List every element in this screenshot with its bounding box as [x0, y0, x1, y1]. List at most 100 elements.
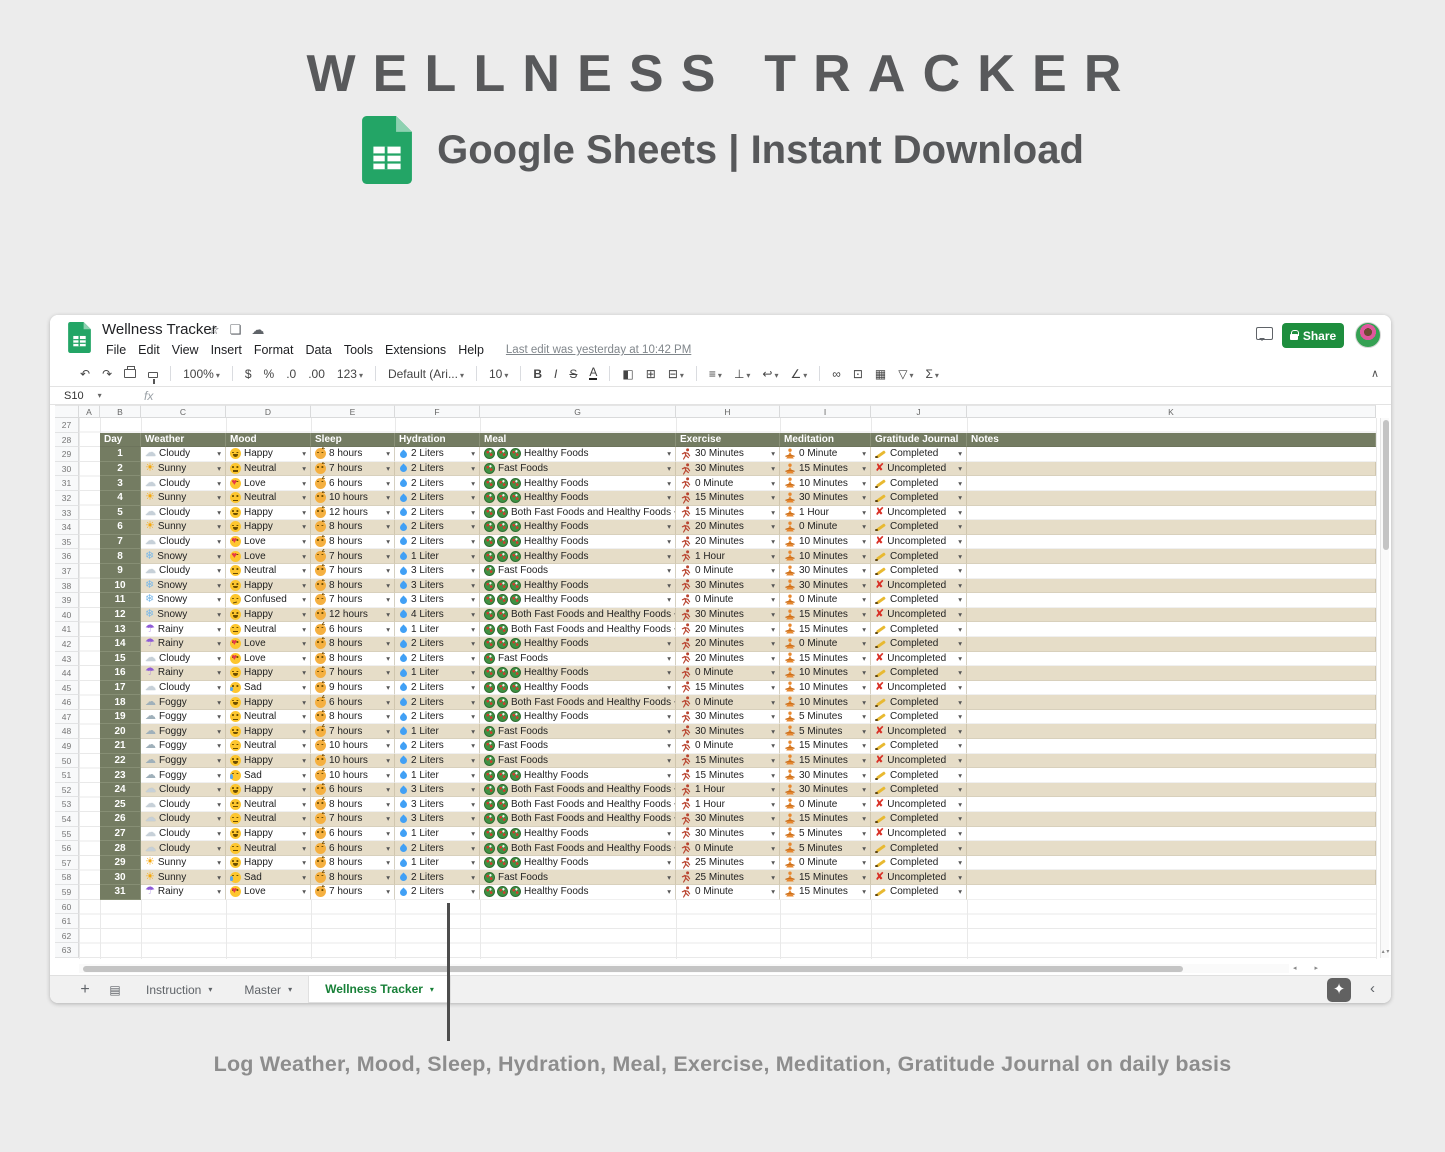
menu-view[interactable]: View	[171, 343, 199, 357]
sleep-cell[interactable]: 8 hours ▾	[311, 651, 395, 667]
hydration-cell[interactable]: 2 Liters ▾	[395, 476, 480, 491]
functions-icon[interactable]: Σ ▾	[925, 366, 939, 381]
row-header-47[interactable]: 47	[55, 709, 79, 725]
mood-cell[interactable]: Neutral ▾	[226, 841, 311, 856]
meal-cell[interactable]: Fast Foods ▾	[480, 651, 676, 667]
gratitude-cell[interactable]: Completed ▾	[871, 666, 967, 681]
sheet-tab-wellness-tracker[interactable]: Wellness Tracker ▾	[308, 976, 451, 1003]
weather-cell[interactable]: ☁ Cloudy ▾	[141, 812, 226, 827]
day-cell[interactable]: 18	[100, 695, 141, 710]
exercise-cell[interactable]: 15 Minutes ▾	[676, 768, 780, 783]
meal-cell[interactable]: Healthy Foods ▾	[480, 490, 676, 506]
row-header-48[interactable]: 48	[55, 724, 79, 740]
meditation-cell[interactable]: 0 Minute ▾	[780, 797, 871, 813]
meal-cell[interactable]: Healthy Foods ▾	[480, 666, 676, 681]
meal-cell[interactable]: Healthy Foods ▾	[480, 680, 676, 696]
gratitude-cell[interactable]: ✘ Uncompleted ▾	[871, 753, 967, 769]
menu-help[interactable]: Help	[458, 343, 484, 357]
meal-cell[interactable]: Healthy Foods ▾	[480, 476, 676, 491]
move-to-folder-icon[interactable]: ❏	[229, 322, 242, 337]
meditation-cell[interactable]: 10 Minutes ▾	[780, 476, 871, 491]
sleep-cell[interactable]: 6 hours ▾	[311, 476, 395, 491]
day-cell[interactable]: 10	[100, 578, 141, 594]
sleep-cell[interactable]: 7 hours ▾	[311, 593, 395, 608]
meditation-cell[interactable]: 30 Minutes ▾	[780, 782, 871, 798]
name-box[interactable]: S10 ▾	[64, 389, 102, 402]
sleep-cell[interactable]: 8 hours ▾	[311, 636, 395, 652]
day-cell[interactable]: 25	[100, 797, 141, 813]
hydration-cell[interactable]: 2 Liters ▾	[395, 739, 480, 754]
meditation-cell[interactable]: 10 Minutes ▾	[780, 666, 871, 681]
percent-icon[interactable]: %	[263, 366, 275, 381]
meal-cell[interactable]: Healthy Foods ▾	[480, 855, 676, 871]
hydration-cell[interactable]: 3 Liters ▾	[395, 782, 480, 798]
zoom-select[interactable]: 100% ▾	[183, 366, 220, 381]
row-header-54[interactable]: 54	[55, 812, 79, 827]
exercise-cell[interactable]: 30 Minutes ▾	[676, 461, 780, 477]
insert-link-icon[interactable]: ∞	[832, 366, 841, 381]
mood-cell[interactable]: Sad ▾	[226, 768, 311, 783]
exercise-cell[interactable]: 30 Minutes ▾	[676, 709, 780, 725]
vertical-scrollbar[interactable]: ▴ ▾	[1380, 418, 1389, 958]
avatar[interactable]	[1355, 322, 1381, 348]
hydration-cell[interactable]: 2 Liters ▾	[395, 447, 480, 462]
all-sheets-icon[interactable]: ▤	[109, 982, 121, 997]
weather-cell[interactable]: ☂ Rainy ▾	[141, 666, 226, 681]
column-header-J[interactable]: J	[871, 405, 967, 418]
notes-cell[interactable]	[967, 520, 1376, 535]
row-header-37[interactable]: 37	[55, 563, 79, 579]
meditation-cell[interactable]: 0 Minute ▾	[780, 855, 871, 871]
weather-cell[interactable]: ☀ Sunny ▾	[141, 870, 226, 885]
redo-icon[interactable]: ↷	[102, 366, 113, 381]
sleep-cell[interactable]: 8 hours ▾	[311, 709, 395, 725]
sleep-cell[interactable]: 6 hours ▾	[311, 841, 395, 856]
meditation-cell[interactable]: 10 Minutes ▾	[780, 534, 871, 550]
row-header-27[interactable]: 27	[55, 418, 79, 433]
vertical-scroll-arrows[interactable]: ▴ ▾	[1381, 949, 1390, 955]
row-header-32[interactable]: 32	[55, 490, 79, 506]
day-cell[interactable]: 30	[100, 870, 141, 885]
notes-cell[interactable]	[967, 753, 1376, 769]
collapse-toolbar-icon[interactable]: ∧	[1370, 368, 1379, 380]
sleep-cell[interactable]: 7 hours ▾	[311, 666, 395, 681]
sleep-cell[interactable]: 9 hours ▾	[311, 680, 395, 696]
gratitude-cell[interactable]: Completed ▾	[871, 768, 967, 783]
exercise-cell[interactable]: 1 Hour ▾	[676, 782, 780, 798]
fill-color-icon[interactable]: ◧	[622, 366, 634, 381]
row-header-57[interactable]: 57	[55, 855, 79, 871]
hydration-cell[interactable]: 2 Liters ▾	[395, 651, 480, 667]
notes-cell[interactable]	[967, 636, 1376, 652]
notes-cell[interactable]	[967, 870, 1376, 885]
meditation-cell[interactable]: 15 Minutes ▾	[780, 622, 871, 637]
meal-cell[interactable]: Healthy Foods ▾	[480, 447, 676, 462]
exercise-cell[interactable]: 30 Minutes ▾	[676, 812, 780, 827]
notes-cell[interactable]	[967, 447, 1376, 462]
hydration-cell[interactable]: 2 Liters ▾	[395, 695, 480, 710]
sleep-cell[interactable]: 7 hours ▾	[311, 724, 395, 740]
notes-cell[interactable]	[967, 461, 1376, 477]
select-all-corner[interactable]	[55, 405, 79, 418]
exercise-cell[interactable]: 0 Minute ▾	[676, 885, 780, 900]
show-side-panel-icon[interactable]: ‹	[1370, 980, 1375, 997]
hydration-cell[interactable]: 2 Liters ▾	[395, 841, 480, 856]
row-header-29[interactable]: 29	[55, 447, 79, 462]
row-header-53[interactable]: 53	[55, 797, 79, 813]
sleep-cell[interactable]: 8 hours ▾	[311, 855, 395, 871]
day-cell[interactable]: 22	[100, 753, 141, 769]
day-cell[interactable]: 4	[100, 490, 141, 506]
text-wrap-icon[interactable]: ↩ ▾	[762, 366, 779, 381]
meditation-cell[interactable]: 30 Minutes ▾	[780, 563, 871, 579]
day-cell[interactable]: 1	[100, 447, 141, 462]
gratitude-cell[interactable]: Completed ▾	[871, 476, 967, 491]
hydration-cell[interactable]: 3 Liters ▾	[395, 563, 480, 579]
meal-cell[interactable]: Healthy Foods ▾	[480, 549, 676, 564]
meditation-cell[interactable]: 5 Minutes ▾	[780, 709, 871, 725]
gratitude-cell[interactable]: ✘ Uncompleted ▾	[871, 870, 967, 885]
menu-insert[interactable]: Insert	[210, 343, 242, 357]
hydration-cell[interactable]: 2 Liters ▾	[395, 885, 480, 900]
notes-cell[interactable]	[967, 476, 1376, 491]
weather-cell[interactable]: ☁ Cloudy ▾	[141, 476, 226, 491]
sleep-cell[interactable]: 8 hours ▾	[311, 797, 395, 813]
sleep-cell[interactable]: 7 hours ▾	[311, 563, 395, 579]
weather-cell[interactable]: ❄ Snowy ▾	[141, 607, 226, 623]
